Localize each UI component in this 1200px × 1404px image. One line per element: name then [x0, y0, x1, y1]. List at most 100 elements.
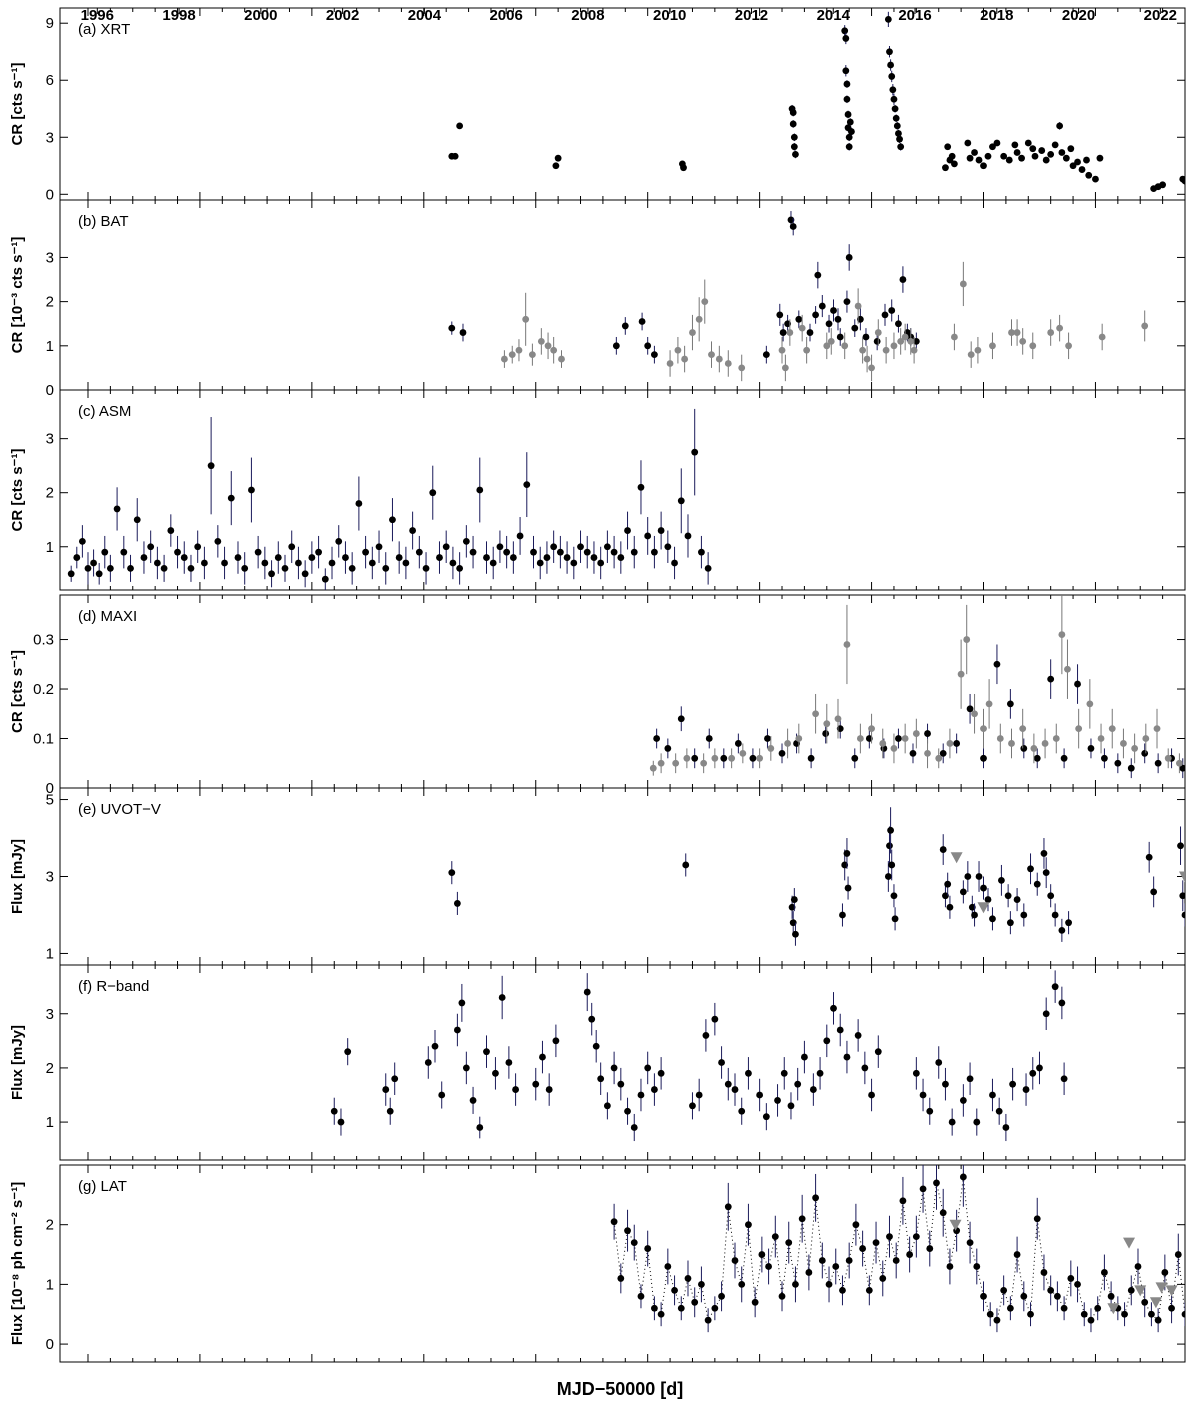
- data-point: [1022, 1086, 1030, 1093]
- data-point: [691, 1298, 699, 1306]
- data-point: [1121, 1310, 1128, 1318]
- data-point: [823, 342, 831, 350]
- data-point: [887, 826, 894, 834]
- data-point: [851, 754, 859, 762]
- data-point: [980, 1292, 987, 1300]
- data-point: [1085, 171, 1093, 179]
- data-point: [778, 346, 786, 354]
- data-point: [827, 337, 835, 345]
- data-point: [483, 1048, 490, 1056]
- data-point: [1006, 919, 1014, 927]
- data-point: [328, 559, 336, 567]
- data-point: [689, 329, 696, 336]
- data-point: [879, 1275, 887, 1282]
- data-point: [1120, 740, 1127, 747]
- panel-frame: [59, 1164, 1186, 1363]
- data-point: [993, 139, 1001, 147]
- data-point: [1067, 1275, 1075, 1282]
- data-point: [919, 1185, 927, 1193]
- data-point: [532, 1080, 540, 1088]
- y-tick-label: 2: [46, 485, 54, 502]
- data-point: [701, 298, 709, 306]
- data-point: [751, 1298, 759, 1306]
- data-point: [1064, 665, 1071, 673]
- data-point: [935, 754, 943, 762]
- data-point: [942, 164, 949, 172]
- data-point: [431, 1042, 439, 1050]
- data-point: [617, 1080, 625, 1088]
- data-point: [830, 1004, 837, 1012]
- upper-limit-marker: [950, 852, 963, 864]
- data-point: [315, 548, 322, 556]
- year-tick-label: 2014: [817, 7, 851, 24]
- data-point: [792, 930, 799, 938]
- data-point: [906, 1251, 914, 1258]
- data-point: [745, 1069, 752, 1077]
- data-point: [459, 329, 467, 336]
- data-point: [959, 280, 967, 288]
- data-point: [295, 559, 302, 567]
- data-point: [583, 988, 591, 996]
- data-point: [756, 754, 764, 762]
- data-point: [1141, 1298, 1149, 1306]
- data-point: [462, 537, 470, 545]
- y-tick-label: 0.1: [33, 731, 54, 748]
- data-point: [779, 329, 787, 336]
- data-point: [577, 543, 584, 551]
- panel-label: (c) ASM: [78, 403, 131, 420]
- data-point: [980, 884, 987, 892]
- data-point: [682, 861, 690, 869]
- data-point: [214, 537, 222, 545]
- data-point: [836, 333, 844, 341]
- data-point: [187, 564, 195, 572]
- data-point: [492, 1069, 499, 1077]
- data-point: [780, 1069, 788, 1077]
- y-tick-label: 3: [46, 1006, 54, 1023]
- data-point: [1161, 1269, 1169, 1276]
- data-point: [505, 1059, 513, 1066]
- data-point: [888, 861, 896, 869]
- y-tick-label: 0: [46, 780, 54, 797]
- data-point: [1069, 162, 1077, 170]
- data-point: [617, 554, 625, 561]
- data-point: [795, 315, 803, 323]
- data-point: [558, 355, 565, 363]
- data-point: [1186, 174, 1193, 181]
- data-point: [664, 1263, 672, 1270]
- data-point: [1058, 149, 1066, 156]
- data-point: [1101, 754, 1108, 762]
- data-point: [959, 1097, 967, 1104]
- data-point: [822, 730, 830, 737]
- data-point: [848, 128, 855, 135]
- data-point: [784, 320, 792, 328]
- data-point: [1051, 911, 1059, 919]
- data-point: [749, 754, 757, 762]
- data-point: [818, 302, 826, 310]
- data-point: [888, 73, 896, 80]
- panel-frame: [59, 964, 1186, 1161]
- data-point: [1013, 896, 1021, 903]
- series-black-dot: [448, 211, 920, 364]
- data-point: [1006, 700, 1014, 708]
- data-point: [651, 548, 658, 556]
- year-tick-label: 2018: [980, 7, 1013, 24]
- data-point: [711, 754, 719, 762]
- data-point: [288, 543, 296, 551]
- data-point: [785, 1239, 793, 1247]
- year-tick-label: 1998: [162, 7, 195, 24]
- data-point: [980, 162, 987, 170]
- data-point: [1150, 888, 1158, 896]
- data-point: [133, 516, 141, 524]
- data-point: [890, 342, 898, 350]
- data-point: [638, 318, 646, 325]
- data-point: [1029, 1069, 1037, 1077]
- year-tick-label: 2020: [1062, 7, 1095, 24]
- data-point: [530, 548, 537, 556]
- y-axis-label: CR [cts s⁻¹]: [9, 650, 26, 733]
- y-tick-label: 1: [46, 338, 54, 355]
- data-point: [765, 1263, 772, 1270]
- data-point: [834, 315, 842, 323]
- data-point: [973, 1263, 981, 1270]
- y-axis-label: CR [10⁻³ cts s⁻¹]: [9, 237, 26, 354]
- data-point: [389, 516, 396, 524]
